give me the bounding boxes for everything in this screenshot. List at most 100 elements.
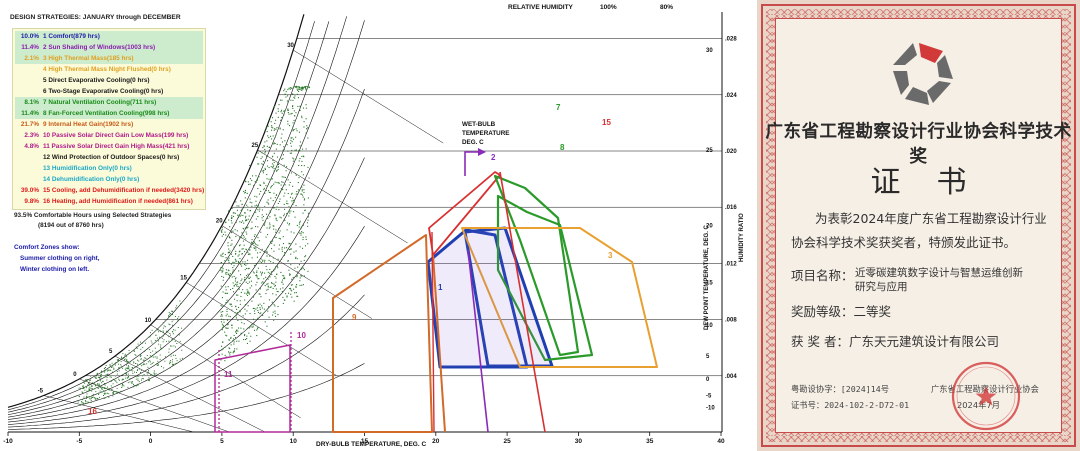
data-point <box>300 193 302 195</box>
data-point <box>89 398 91 400</box>
data-point <box>168 348 170 350</box>
data-point <box>243 328 245 330</box>
data-point <box>298 177 300 179</box>
data-point <box>158 364 159 366</box>
data-point <box>226 335 228 337</box>
data-point <box>296 271 298 273</box>
data-point <box>245 220 247 222</box>
data-point <box>296 275 298 277</box>
data-point <box>278 232 280 234</box>
data-point <box>95 374 97 376</box>
data-point <box>290 152 292 154</box>
data-point <box>252 175 254 177</box>
data-point <box>223 319 225 321</box>
data-point <box>247 291 249 293</box>
data-point <box>238 288 240 290</box>
data-point <box>247 251 249 253</box>
data-point <box>294 97 296 99</box>
data-point <box>176 343 178 344</box>
data-point <box>244 335 246 337</box>
data-point <box>118 366 120 368</box>
data-point <box>236 308 238 310</box>
wet-bulb-tick: 0 <box>73 372 77 378</box>
data-point <box>229 275 231 277</box>
data-point <box>282 129 284 131</box>
data-point <box>235 317 237 319</box>
data-point <box>236 329 238 331</box>
data-point <box>163 325 165 327</box>
data-point <box>308 87 310 89</box>
data-point <box>227 327 229 329</box>
data-point <box>278 182 280 184</box>
data-point <box>82 382 84 383</box>
data-point <box>301 165 303 167</box>
data-point <box>221 275 223 277</box>
data-point <box>266 145 268 147</box>
data-point <box>136 366 138 367</box>
data-point <box>97 388 99 389</box>
data-point <box>293 288 295 290</box>
data-point <box>228 210 230 212</box>
data-point <box>235 305 237 307</box>
data-point <box>269 255 271 257</box>
data-point <box>259 199 261 201</box>
data-point <box>229 237 231 239</box>
data-point <box>287 109 289 111</box>
data-point <box>261 170 263 172</box>
data-point <box>85 387 87 389</box>
data-point <box>235 337 237 339</box>
data-point <box>243 222 245 224</box>
data-point <box>227 245 229 247</box>
data-point <box>98 386 100 388</box>
data-point <box>142 346 144 348</box>
zone-number-label: 3 <box>608 251 613 260</box>
data-point <box>282 189 284 191</box>
data-point <box>240 221 242 223</box>
data-point <box>278 228 280 230</box>
rh-curve <box>7 20 365 418</box>
data-point <box>299 280 301 282</box>
data-point <box>103 388 105 389</box>
data-point <box>237 281 239 283</box>
data-point <box>231 272 233 274</box>
data-point <box>294 267 296 269</box>
legend-strategy: 8 Fan-Forced Ventilation Cooling(998 hrs… <box>43 110 170 117</box>
data-point <box>244 299 246 301</box>
data-point <box>251 241 253 243</box>
data-point <box>244 261 246 263</box>
data-point <box>304 256 306 258</box>
x-tick-label: 40 <box>717 438 725 445</box>
data-point <box>239 282 241 284</box>
data-point <box>307 166 309 168</box>
data-point <box>234 229 236 231</box>
data-point <box>90 387 92 389</box>
data-point <box>277 108 279 110</box>
data-point <box>261 156 263 158</box>
data-point <box>257 163 259 165</box>
data-point <box>89 383 91 385</box>
data-point <box>259 184 261 186</box>
legend-strategy: 3 High Thermal Mass(185 hrs) <box>43 55 134 62</box>
data-point <box>267 160 269 162</box>
data-point <box>247 305 249 307</box>
data-point <box>266 255 268 257</box>
data-point <box>303 275 305 277</box>
data-point <box>277 291 279 293</box>
data-point <box>301 267 303 269</box>
data-point <box>293 138 295 140</box>
data-point <box>268 259 270 261</box>
data-point <box>106 379 108 381</box>
data-point <box>221 323 223 325</box>
data-point <box>234 312 236 314</box>
data-point <box>296 258 298 260</box>
data-point <box>162 331 164 333</box>
data-point <box>92 396 94 398</box>
data-point <box>139 363 141 365</box>
data-point <box>293 128 295 130</box>
data-point <box>98 394 100 395</box>
data-point <box>274 197 276 199</box>
data-point <box>128 352 130 354</box>
data-point <box>95 384 97 386</box>
data-point <box>283 195 285 197</box>
data-point <box>240 332 242 334</box>
